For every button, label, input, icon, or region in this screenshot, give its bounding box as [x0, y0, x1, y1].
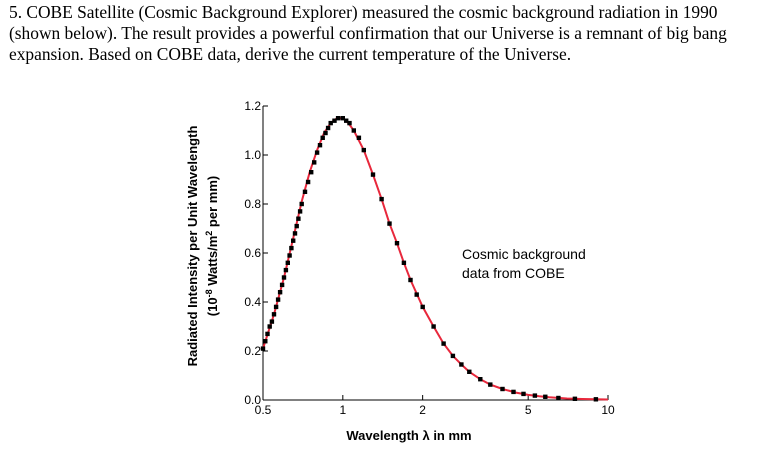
- data-point: [275, 297, 281, 302]
- data-point: [335, 116, 341, 121]
- data-point: [572, 396, 578, 401]
- y-tick-label: 1.2: [244, 99, 261, 113]
- data-point: [283, 267, 289, 273]
- data-point: [459, 362, 464, 367]
- data-point: [296, 216, 301, 221]
- data-point: [263, 339, 268, 344]
- data-point: [314, 150, 320, 155]
- data-point: [267, 324, 272, 329]
- data-point: [356, 135, 362, 140]
- data-point: [323, 130, 328, 136]
- data-point: [302, 189, 308, 194]
- data-point: [488, 382, 493, 387]
- data-point: [292, 231, 298, 236]
- data-point: [351, 128, 356, 133]
- question-line: 5. COBE Satellite (Cosmic Background Exp…: [9, 2, 718, 22]
- data-point: [370, 172, 376, 177]
- data-point: [408, 277, 413, 283]
- question-text: 5. COBE Satellite (Cosmic Background Exp…: [9, 2, 769, 65]
- data-point: [309, 170, 314, 175]
- x-tick-label: 0.5: [255, 403, 272, 417]
- y-tick-label: 0.2: [244, 344, 261, 358]
- data-point: [328, 120, 333, 126]
- data-point: [414, 292, 419, 297]
- data-point: [543, 394, 548, 399]
- data-point: [260, 346, 266, 351]
- data-point: [299, 201, 304, 207]
- data-point: [387, 221, 392, 226]
- data-point: [478, 377, 483, 382]
- annotation-line2: data from COBE: [462, 265, 565, 281]
- data-point: [347, 120, 352, 126]
- data-point: [556, 395, 561, 401]
- data-point: [593, 397, 599, 402]
- data-point: [273, 304, 279, 310]
- data-point: [379, 196, 384, 202]
- data-point: [279, 282, 285, 288]
- data-point: [297, 209, 303, 214]
- x-ticks: 0.5 1 2 5 10: [255, 395, 615, 417]
- data-point: [344, 118, 349, 123]
- data-point: [277, 290, 283, 295]
- data-point: [285, 260, 290, 265]
- data-point: [500, 386, 505, 392]
- data-point: [340, 116, 345, 121]
- data-points: [260, 116, 599, 402]
- question-line: (shown below). The result provides a pow…: [9, 23, 727, 43]
- data-point: [467, 369, 472, 374]
- data-point: [317, 143, 323, 148]
- question-line: expansion. Based on COBE data, derive th…: [9, 44, 572, 64]
- data-point: [450, 353, 456, 359]
- y-tick-label: 0.4: [244, 295, 261, 309]
- x-axis-title: Wavelength λ in mm: [346, 428, 471, 443]
- data-point: [287, 253, 292, 258]
- y-tick-label: 0.0: [244, 393, 261, 407]
- data-point: [289, 245, 294, 251]
- data-point: [401, 260, 407, 265]
- x-tick-label: 10: [601, 403, 615, 417]
- x-tick-label: 2: [419, 403, 426, 417]
- y-tick-label: 1.0: [244, 148, 261, 162]
- data-point: [269, 319, 275, 324]
- data-point: [420, 304, 425, 310]
- data-point: [281, 275, 287, 280]
- data-point: [305, 179, 311, 185]
- y-axis-title: Radiated Intensity per Unit Wavelength (…: [185, 126, 220, 367]
- data-point: [294, 223, 299, 229]
- data-point: [532, 393, 538, 398]
- annotation-line1: Cosmic background: [462, 246, 586, 262]
- y-tick-label: 0.8: [244, 197, 261, 211]
- data-point: [271, 312, 277, 317]
- y-tick-label: 0.6: [244, 246, 261, 260]
- data-point: [521, 391, 526, 397]
- data-point: [325, 125, 331, 131]
- data-point: [441, 341, 446, 346]
- data-point: [431, 324, 436, 329]
- data-point: [394, 241, 400, 246]
- data-point: [332, 118, 337, 123]
- data-point: [320, 135, 325, 140]
- data-point: [361, 147, 366, 153]
- data-point: [265, 331, 270, 337]
- y-ticks: 0.0 0.2 0.4 0.6 0.8 1.0 1.2: [244, 99, 268, 407]
- data-point: [291, 238, 296, 243]
- x-tick-label: 5: [525, 403, 532, 417]
- y-axis-title-line1: Radiated Intensity per Unit Wavelength: [185, 126, 200, 367]
- data-point: [312, 160, 317, 165]
- x-tick-label: 1: [339, 403, 346, 417]
- y-axis-title-line2: (10-8 Watts/m2 per mm): [204, 176, 220, 316]
- data-point: [511, 389, 516, 395]
